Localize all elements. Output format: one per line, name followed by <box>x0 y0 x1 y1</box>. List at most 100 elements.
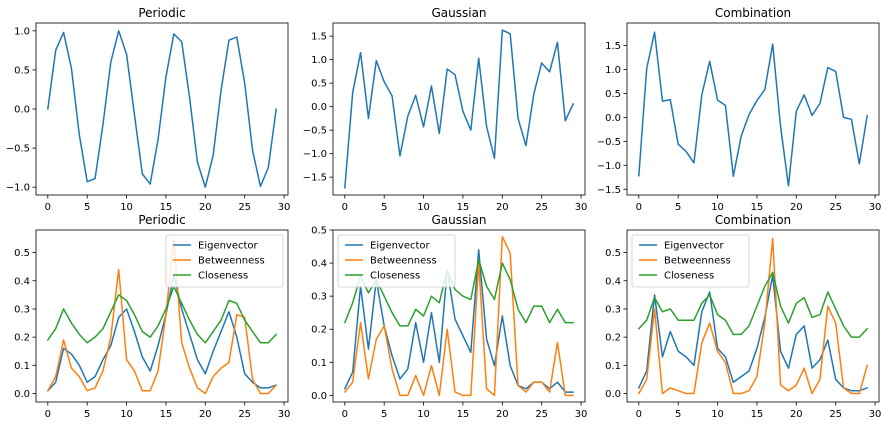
chart-panel-6: Combination 0 5 10 15 20 25 30 0.0 0.1 0.2 0.3 0.4 0.… <box>605 213 881 420</box>
y-tick-label: 0.4 <box>14 276 30 287</box>
x-tick-label: 25 <box>829 202 842 213</box>
legend: Eigenvector Betweenness Closeness <box>337 234 456 288</box>
x-tick-label: 0 <box>342 409 348 420</box>
x-tick-label: 10 <box>711 409 724 420</box>
x-tick-label: 15 <box>160 202 173 213</box>
x-tick-label: 20 <box>790 202 803 213</box>
y-tick-label: 0.5 <box>311 226 327 237</box>
y-tick-label: 0.5 <box>311 79 327 90</box>
legend-item-betweenness: Betweenness <box>345 256 437 267</box>
y-tick-label: 0.1 <box>14 361 30 372</box>
x-tick-label: 30 <box>869 409 882 420</box>
legend-item-closeness: Closeness <box>639 271 714 282</box>
x-tick-label: 5 <box>675 202 681 213</box>
axes-frame <box>626 229 880 403</box>
y-tick-label: −0.5 <box>6 144 30 155</box>
series-line-eigenvector <box>47 274 277 392</box>
y-tick-label: 0.1 <box>311 358 327 369</box>
chart-title: Combination <box>715 6 791 20</box>
x-tick-label: 25 <box>535 409 548 420</box>
series-line-series-1 <box>47 30 277 188</box>
x-tick-label: 20 <box>496 409 509 420</box>
y-tick-label: −1.0 <box>6 183 30 194</box>
y-tick-label: −1.0 <box>597 161 621 172</box>
x-tick-label: 10 <box>711 202 724 213</box>
series-line-series-1 <box>638 31 868 187</box>
x-tick-label: 15 <box>457 409 470 420</box>
x-tick-label: 20 <box>496 202 509 213</box>
chart-title: Combination <box>715 213 791 227</box>
legend-frame <box>631 234 750 288</box>
chart-title: Periodic <box>138 6 185 20</box>
x-tick-label: 0 <box>45 409 51 420</box>
legend-item-closeness: Closeness <box>173 271 248 282</box>
legend-label: Betweenness <box>198 256 265 267</box>
x-tick-label: 10 <box>120 202 133 213</box>
series-line-betweenness <box>47 237 277 395</box>
legend-item-betweenness: Betweenness <box>639 256 731 267</box>
axes-frame <box>35 229 289 403</box>
y-tick-label: 0.0 <box>311 391 327 402</box>
legend-label: Eigenvector <box>664 241 725 252</box>
chart-panel-3: Combination 0 5 10 15 20 25 30 −1.5 −1.0 −0.5 0.0 0.… <box>597 6 882 213</box>
y-tick-label: 0.2 <box>311 325 327 336</box>
y-tick-label: 0.0 <box>605 389 621 400</box>
y-tick-label: 0.5 <box>605 89 621 100</box>
x-tick-label: 25 <box>238 409 251 420</box>
legend-label: Closeness <box>664 271 714 282</box>
legend-item-eigenvector: Eigenvector <box>173 241 259 252</box>
y-tick-label: 0.0 <box>14 105 30 116</box>
chart-panel-5: Gaussian 0 5 10 15 20 25 30 0.0 0.1 0.2 0.3 0.4 0.5 Ei… <box>311 213 587 420</box>
axes-frame <box>332 22 586 196</box>
series-line-closeness <box>638 271 868 338</box>
legend-item-closeness: Closeness <box>345 271 420 282</box>
x-tick-label: 5 <box>675 409 681 420</box>
x-tick-label: 0 <box>636 202 642 213</box>
chart-title: Gaussian <box>431 213 486 227</box>
legend-label: Eigenvector <box>370 241 431 252</box>
x-tick-label: 10 <box>120 409 133 420</box>
y-tick-label: −1.5 <box>303 173 327 184</box>
legend: Eigenvector Betweenness Closeness <box>631 234 750 288</box>
y-tick-label: 0.0 <box>14 389 30 400</box>
x-tick-label: 20 <box>199 202 212 213</box>
series-line-closeness <box>344 259 574 327</box>
legend-label: Eigenvector <box>198 241 259 252</box>
x-tick-label: 15 <box>751 409 764 420</box>
x-tick-label: 0 <box>342 202 348 213</box>
y-tick-label: 0.5 <box>14 65 30 76</box>
y-tick-label: 0.3 <box>605 304 621 315</box>
y-tick-label: 0.0 <box>311 102 327 113</box>
legend-label: Closeness <box>370 271 420 282</box>
x-tick-label: 5 <box>84 409 90 420</box>
x-tick-label: 5 <box>381 409 387 420</box>
chart-panel-2: Gaussian 0 5 10 15 20 25 30 −1.5 −1.0 −0.5 0.0 0.5 1.… <box>303 6 588 213</box>
series-line-series-1 <box>344 29 574 189</box>
legend: Eigenvector Betweenness Closeness <box>165 234 284 288</box>
legend-frame <box>165 234 284 288</box>
x-tick-label: 30 <box>278 409 291 420</box>
y-tick-label: 0.3 <box>311 292 327 303</box>
y-tick-label: 0.5 <box>605 248 621 259</box>
y-tick-label: 1.0 <box>311 55 327 66</box>
chart-panel-1: Periodic 0 5 10 15 20 25 30 −1.0 −0.5 0.0 0.5 1.0 <box>6 6 291 213</box>
x-tick-label: 30 <box>575 409 588 420</box>
chart-title: Periodic <box>138 213 185 227</box>
series-line-eigenvector <box>638 274 868 392</box>
legend-frame <box>337 234 456 288</box>
chart-title: Gaussian <box>431 6 486 20</box>
x-tick-label: 25 <box>535 202 548 213</box>
x-tick-label: 30 <box>278 202 291 213</box>
legend-label: Betweenness <box>370 256 437 267</box>
x-tick-label: 10 <box>417 409 430 420</box>
x-tick-label: 15 <box>457 202 470 213</box>
x-tick-label: 25 <box>238 202 251 213</box>
x-tick-label: 0 <box>636 409 642 420</box>
y-tick-label: 0.0 <box>605 113 621 124</box>
y-tick-label: 0.5 <box>14 248 30 259</box>
y-tick-label: 0.2 <box>14 333 30 344</box>
x-tick-label: 15 <box>751 202 764 213</box>
legend-item-eigenvector: Eigenvector <box>639 241 725 252</box>
y-tick-label: 1.0 <box>605 65 621 76</box>
